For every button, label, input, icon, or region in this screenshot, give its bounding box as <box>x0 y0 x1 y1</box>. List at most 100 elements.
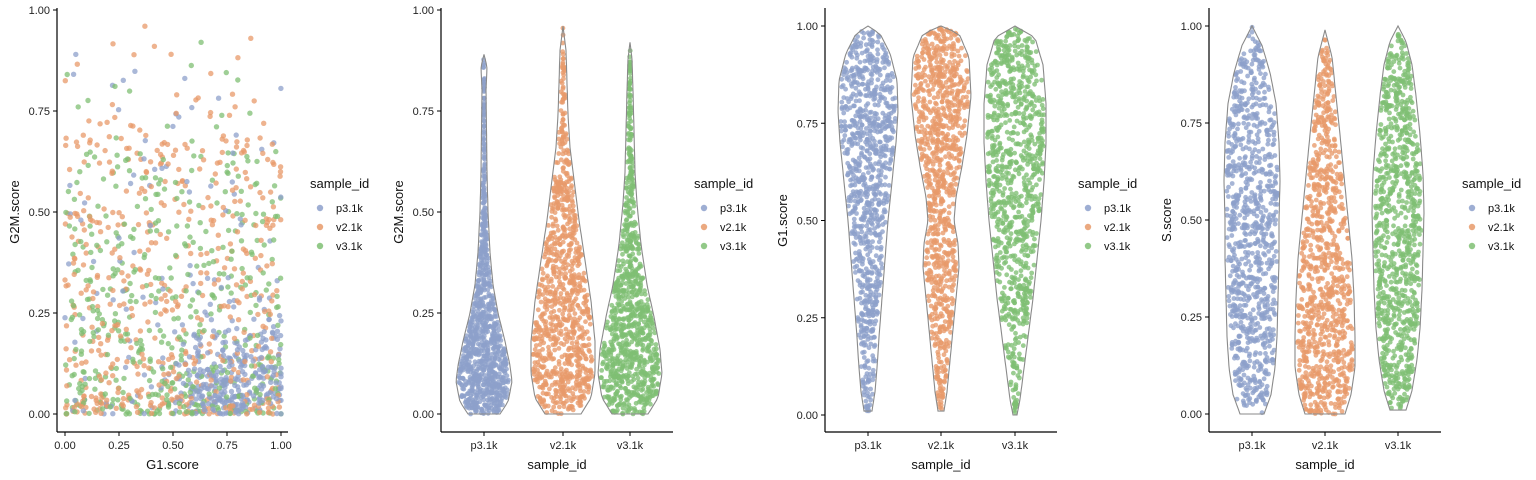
scatter-point <box>220 212 226 218</box>
violin-point <box>467 363 472 369</box>
violin-point <box>873 294 879 300</box>
scatter-point <box>127 395 133 402</box>
violin-point <box>868 230 874 236</box>
violin-point <box>627 198 633 204</box>
scatter-point <box>196 202 202 209</box>
scatter-point <box>242 248 249 254</box>
scatter-point <box>109 170 115 176</box>
scatter-point <box>66 223 73 229</box>
scatter-point <box>191 366 198 372</box>
x-tick-label: v3.1k <box>1002 440 1029 452</box>
scatter-point <box>257 189 263 196</box>
violin-point <box>618 385 624 391</box>
scatter-point <box>235 369 242 376</box>
scatter-point <box>148 399 154 406</box>
scatter-point <box>197 166 203 172</box>
scatter-point <box>133 404 140 410</box>
scatter-point <box>189 400 195 406</box>
scatter-point <box>173 361 179 367</box>
violin-point <box>559 332 564 337</box>
scatter-point <box>221 271 227 277</box>
violin-point <box>629 156 634 162</box>
scatter-point <box>261 345 267 351</box>
scatter-point <box>213 124 220 130</box>
violin-point <box>486 291 492 297</box>
violin-point <box>877 139 883 145</box>
scatter-point <box>254 332 261 339</box>
scatter-point <box>72 409 78 415</box>
violin-point <box>878 148 884 154</box>
scatter-point <box>110 209 116 216</box>
violin-point <box>547 299 552 304</box>
violin-point <box>629 290 635 295</box>
scatter-point <box>220 367 226 374</box>
violin-point <box>616 402 622 407</box>
scatter-point <box>152 175 159 181</box>
scatter-point <box>176 166 182 173</box>
scatter-point <box>161 186 168 192</box>
scatter-point <box>116 210 122 216</box>
scatter-point <box>181 404 187 410</box>
violin-point <box>549 356 555 362</box>
scatter-point <box>123 326 129 332</box>
violin-point <box>582 295 588 300</box>
scatter-point <box>83 250 89 256</box>
violin-point <box>625 378 631 384</box>
scatter-point <box>127 180 134 187</box>
violin-point <box>541 332 547 338</box>
violin-point <box>560 51 566 57</box>
y-tick-label: 1.00 <box>29 5 50 17</box>
scatter-point <box>188 314 194 320</box>
scatter-point <box>155 359 162 365</box>
scatter-point <box>104 351 111 358</box>
scatter-point <box>63 135 69 141</box>
scatter-point <box>278 85 284 92</box>
scatter-point <box>183 350 189 356</box>
violin-point <box>621 287 627 293</box>
scatter-point <box>121 375 127 382</box>
violin-point <box>504 366 509 372</box>
scatter-point <box>220 339 226 346</box>
scatter-point <box>62 315 68 321</box>
y-tick-label: 0.00 <box>29 409 50 421</box>
violin-point <box>865 320 871 325</box>
scatter-point <box>85 162 91 169</box>
scatter-point <box>274 328 281 334</box>
scatter-point <box>268 389 274 396</box>
scatter-point <box>229 248 235 254</box>
scatter-point <box>250 393 257 399</box>
violin-point <box>621 234 626 240</box>
scatter-point <box>183 409 190 415</box>
violin-point <box>564 136 570 142</box>
scatter-point <box>146 327 153 334</box>
scatter-point <box>207 301 213 307</box>
violin-point <box>867 133 873 139</box>
scatter-point <box>218 376 224 382</box>
violin-point <box>547 333 552 339</box>
violin-point <box>559 250 565 256</box>
scatter-point <box>113 135 119 141</box>
violin-point <box>630 251 636 257</box>
scatter-point <box>206 370 213 376</box>
scatter-point <box>115 397 121 403</box>
scatter-point <box>220 204 226 211</box>
scatter-point <box>110 297 116 303</box>
scatter-point <box>148 183 154 190</box>
violin-point <box>615 353 621 359</box>
violin-point <box>569 183 574 189</box>
scatter-point <box>261 242 267 248</box>
violin-point <box>540 270 546 276</box>
scatter-point <box>210 328 217 334</box>
violin-point <box>492 381 498 387</box>
scatter-point <box>74 179 80 186</box>
violin-point <box>485 314 490 320</box>
violin-point <box>554 223 560 229</box>
violin-point <box>559 197 565 203</box>
violin-point <box>843 104 849 109</box>
scatter-point <box>169 396 175 402</box>
scatter-point <box>189 411 195 417</box>
violin-point <box>599 368 605 373</box>
scatter-point <box>95 327 102 333</box>
scatter-point <box>143 132 149 139</box>
scatter-point <box>190 280 196 287</box>
